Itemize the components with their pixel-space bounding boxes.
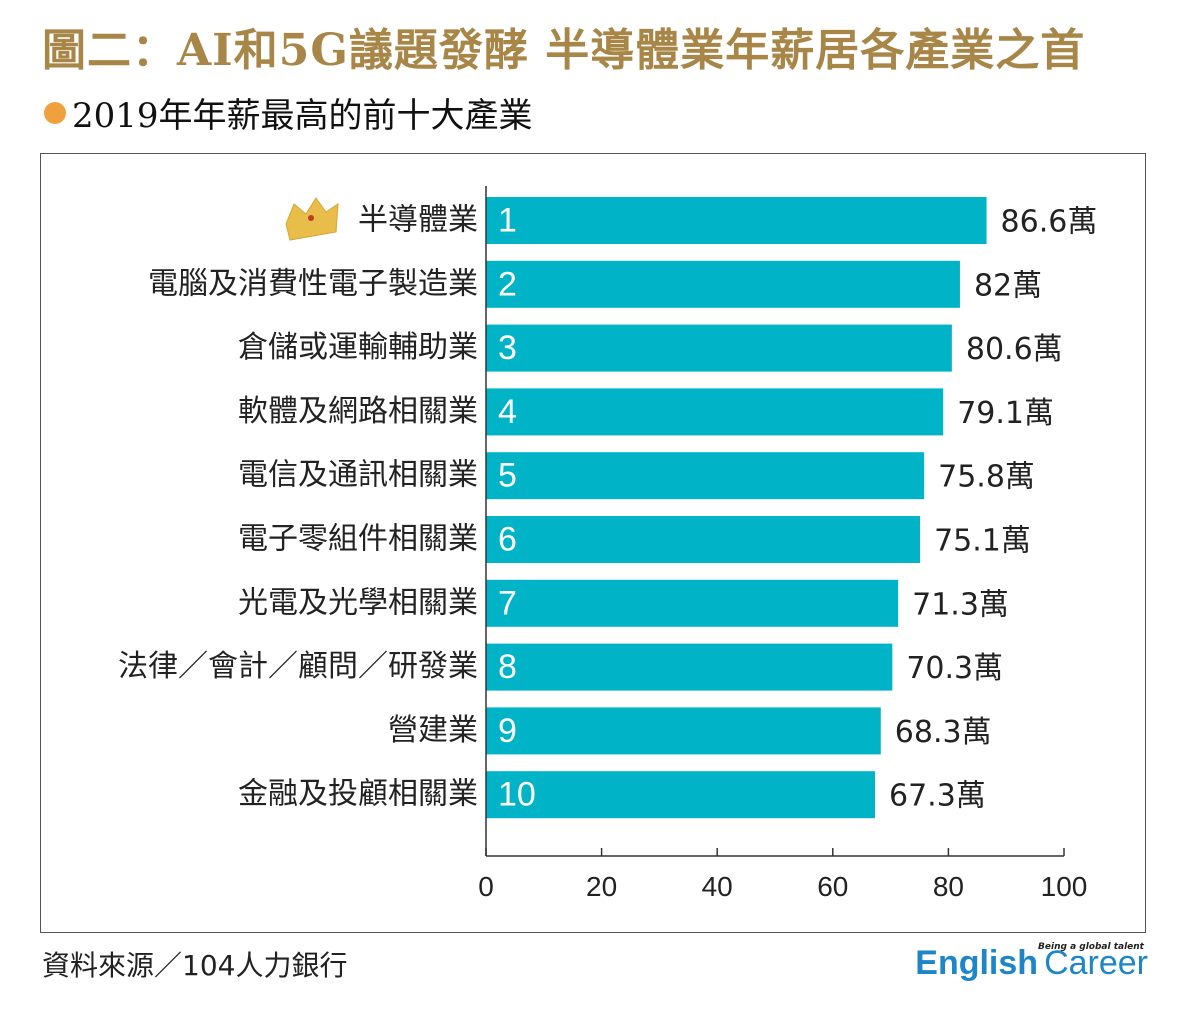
bar-rank-label: 2 [498,265,517,303]
bar [486,771,875,819]
x-tick-label: 80 [933,871,964,902]
bar [486,707,881,755]
bar [486,324,952,372]
bar-value-label: 68.3萬 [895,715,992,750]
x-tick-label: 20 [586,871,617,902]
bar-rank-label: 4 [498,393,517,431]
category-label: 金融及投顧相關業 [238,777,478,812]
bar [486,643,893,691]
bar-rank-label: 1 [498,202,517,240]
logo-word-career: Career [1044,944,1148,982]
bar-rank-label: 3 [498,329,517,367]
axis-layer: 0 20 40 60 80 100 [478,186,1087,902]
chart-title: 圖二：AI和5G議題發酵 半導體業年薪居各產業之首 [42,25,1086,76]
bar-rank-label: 5 [498,457,517,495]
bar-value-label: 80.6萬 [966,332,1063,367]
x-tick-label: 40 [702,871,733,902]
bar-rank-label: 10 [498,776,536,814]
bars-layer: 1 86.6萬 半導體業 2 82萬 電腦及消費性電子製造業 3 80.6萬 倉儲或運輸輔助業 4… [118,197,1098,819]
chart-frame [40,153,1146,933]
logo-tagline: Being a global talent [1038,942,1144,952]
bar [486,579,899,627]
x-tick-label: 0 [478,871,494,902]
bar [486,388,944,436]
category-label: 倉儲或運輸輔助業 [238,330,478,365]
bar [486,197,987,244]
category-label: 法律／會計／顧問／研發業 [118,649,478,684]
category-label: 電信及通訊相關業 [238,458,478,493]
logo-word-english: English [915,944,1039,982]
bar-value-label: 75.1萬 [934,524,1031,559]
bar-value-label: 82萬 [974,268,1042,303]
x-tick-label: 60 [817,871,848,902]
bar-rank-label: 9 [498,712,517,750]
bar-rank-label: 8 [498,648,517,686]
category-label: 軟體及網路相關業 [238,394,478,429]
english-career-logo: Being a global talent English Career [915,942,1148,983]
bar-value-label: 67.3萬 [889,779,986,814]
bar [486,260,960,308]
bar-value-label: 70.3萬 [906,651,1003,686]
bar [486,452,925,500]
chart-subtitle: 2019年年薪最高的前十大產業 [44,88,533,137]
bar-rank-label: 6 [498,521,517,559]
bar-value-label: 71.3萬 [912,587,1009,622]
crown-icon [285,197,339,241]
category-label: 電腦及消費性電子製造業 [148,266,478,301]
category-label: 半導體業 [358,203,478,238]
bar-value-label: 79.1萬 [957,396,1054,431]
category-label: 營建業 [388,713,478,748]
category-label: 電子零組件相關業 [238,522,478,557]
bar-value-label: 75.8萬 [938,460,1035,495]
bullet-dot-icon [44,102,66,124]
bar [486,516,921,563]
subtitle-text: 2019年年薪最高的前十大產業 [72,96,533,136]
x-tick-label: 100 [1041,871,1088,902]
bar-rank-label: 7 [498,584,517,622]
category-label: 光電及光學相關業 [238,585,478,620]
source-note: 資料來源／104人力銀行 [42,949,348,982]
bar-value-label: 86.6萬 [1001,205,1098,240]
